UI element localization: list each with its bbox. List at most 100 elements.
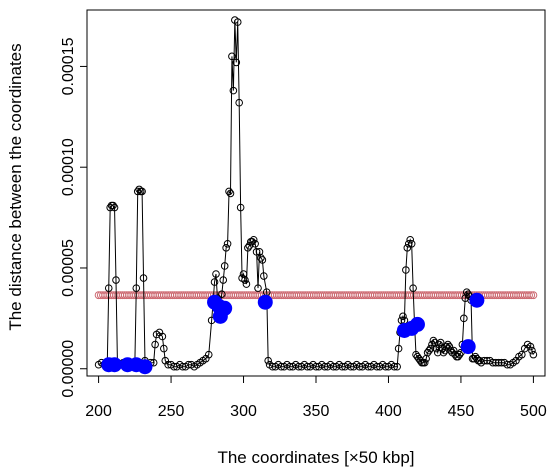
x-tick-label-4: 400 [375, 403, 402, 420]
data-point-67 [235, 98, 243, 107]
data-point-163 [439, 348, 448, 357]
data-point-203 [518, 350, 526, 359]
data-point-140 [406, 235, 415, 244]
threshold-marker-198 [525, 291, 533, 300]
data-point-141 [407, 239, 416, 248]
data-point-167 [445, 342, 454, 351]
data-point-188 [475, 356, 484, 365]
threshold-marker-199 [527, 291, 536, 300]
data-point-71 [241, 276, 249, 284]
data-point-55 [217, 290, 226, 298]
data-point-168 [446, 346, 455, 355]
data-point-21 [138, 187, 146, 196]
data-point-8 [110, 203, 119, 212]
highlight-point-14 [460, 339, 476, 355]
data-point-165 [442, 342, 451, 351]
threshold-line [94, 291, 538, 300]
data-point-22 [139, 274, 148, 282]
data-point-207 [528, 346, 536, 355]
y-tick-label-3: 0.00015 [60, 37, 77, 95]
data-point-57 [220, 262, 229, 270]
data-point-58 [222, 244, 230, 252]
y-tick-label-2: 0.00010 [60, 138, 77, 196]
highlighted-points-series [101, 292, 485, 375]
x-tick-label-1: 250 [158, 403, 185, 420]
series-line [98, 20, 534, 368]
data-point-170 [449, 346, 458, 355]
data-point-80 [254, 284, 262, 292]
data-point-154 [426, 344, 435, 353]
data-point-193 [489, 358, 497, 367]
data-point-77 [249, 235, 258, 244]
data-point-73 [244, 244, 252, 252]
data-point-9 [112, 276, 120, 284]
data-point-180 [464, 290, 472, 298]
data-point-208 [529, 350, 538, 359]
data-point-195 [494, 358, 503, 367]
data-point-130 [390, 362, 399, 371]
data-point-84 [260, 272, 268, 280]
x-tick-label-5: 450 [448, 403, 475, 420]
data-point-142 [409, 284, 417, 292]
data-point-18 [133, 187, 142, 196]
data-point-194 [491, 358, 500, 367]
data-point-72 [242, 280, 251, 288]
data-point-166 [444, 340, 452, 349]
data-point-31 [160, 344, 168, 353]
data-point-150 [420, 358, 429, 367]
x-tick-label-3: 350 [303, 403, 330, 420]
data-point-30 [158, 332, 167, 341]
x-axis-title: The coordinates [×50 kbp] [217, 448, 414, 467]
axes: 200 250 300 350 400 450 500 0.00000 0.00005 0.000… [60, 9, 547, 420]
data-point-174 [455, 350, 464, 359]
data-point-65 [232, 58, 241, 67]
data-point-7 [109, 201, 117, 210]
y-axis-title: The distance between the coordinates [6, 43, 25, 330]
distance-series [94, 16, 538, 371]
x-tick-label-6: 500 [520, 403, 547, 420]
highlight-point-15 [469, 292, 485, 308]
x-tick-label-2: 300 [230, 403, 257, 420]
data-point-68 [236, 203, 245, 212]
data-point-137 [402, 266, 410, 274]
data-point-206 [526, 342, 535, 351]
y-tick-label-0: 0.00000 [60, 340, 77, 398]
data-point-61 [226, 189, 235, 198]
data-point-153 [425, 346, 433, 355]
data-point-190 [480, 356, 488, 365]
data-point-62 [228, 52, 236, 61]
data-point-159 [433, 348, 442, 357]
highlight-point-4 [137, 359, 153, 375]
highlight-point-13 [409, 316, 425, 332]
data-point-86 [264, 356, 272, 365]
data-point-17 [132, 284, 141, 292]
data-point-131 [393, 362, 401, 371]
data-point-139 [404, 239, 413, 248]
data-point-66 [233, 18, 242, 26]
highlight-point-10 [257, 294, 273, 310]
data-point-164 [441, 346, 449, 355]
data-point-177 [460, 314, 468, 323]
data-point-132 [394, 344, 403, 353]
data-point-51 [212, 270, 220, 278]
data-point-138 [403, 244, 412, 252]
data-point-50 [210, 278, 219, 286]
data-point-135 [399, 312, 407, 321]
data-point-60 [225, 187, 233, 196]
data-point-78 [251, 239, 259, 248]
data-point-83 [258, 256, 267, 264]
data-point-56 [219, 276, 228, 284]
data-point-79 [252, 248, 261, 256]
data-point-82 [257, 254, 265, 262]
y-tick-label-1: 0.00005 [60, 239, 77, 297]
threshold-marker-200 [529, 291, 538, 300]
x-tick-label-0: 200 [85, 403, 112, 420]
data-point-27 [151, 340, 159, 349]
data-point-4 [104, 284, 113, 292]
plot-frame [86, 9, 546, 377]
data-point-47 [204, 350, 213, 359]
data-point-156 [429, 336, 438, 345]
highlight-point-9 [217, 300, 233, 316]
data-point-59 [223, 239, 232, 248]
